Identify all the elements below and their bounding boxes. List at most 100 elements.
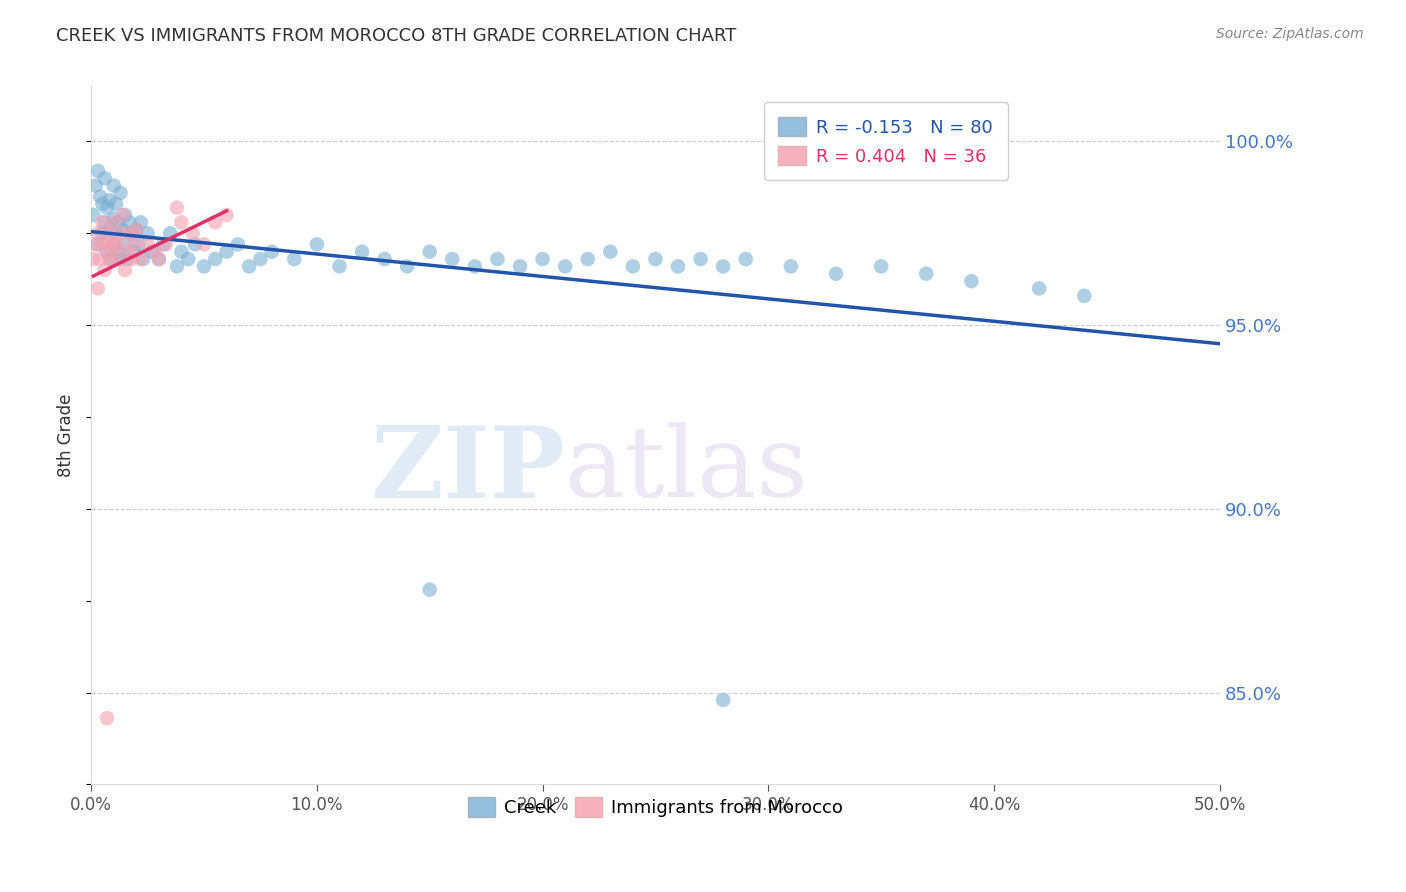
Point <box>870 260 893 274</box>
Text: ZIP: ZIP <box>370 422 565 519</box>
Point <box>141 244 163 259</box>
Point <box>129 252 152 266</box>
Point <box>91 197 114 211</box>
Point <box>117 244 139 259</box>
Point <box>107 215 129 229</box>
Point <box>93 263 115 277</box>
Point <box>87 227 110 241</box>
Point <box>204 252 226 266</box>
Point <box>305 237 328 252</box>
Point <box>136 227 159 241</box>
Point <box>117 252 139 266</box>
Point <box>621 260 644 274</box>
Point <box>91 227 114 241</box>
Point <box>204 215 226 229</box>
Point <box>110 186 132 200</box>
Point <box>350 244 373 259</box>
Text: atlas: atlas <box>565 423 808 518</box>
Point <box>419 244 441 259</box>
Point <box>84 178 107 193</box>
Point <box>166 260 188 274</box>
Point <box>82 208 104 222</box>
Point <box>599 244 621 259</box>
Point <box>114 237 136 252</box>
Point <box>226 237 249 252</box>
Point <box>98 227 121 241</box>
Point <box>89 189 111 203</box>
Point <box>159 227 181 241</box>
Point <box>215 244 238 259</box>
Point <box>960 274 983 288</box>
Point <box>128 237 150 252</box>
Point <box>260 244 283 259</box>
Point <box>1028 281 1050 295</box>
Point <box>100 252 122 266</box>
Point <box>103 237 125 252</box>
Point <box>155 237 177 252</box>
Y-axis label: 8th Grade: 8th Grade <box>58 393 75 477</box>
Point <box>89 252 111 266</box>
Point <box>110 227 132 241</box>
Point <box>100 244 122 259</box>
Point <box>96 244 118 259</box>
Point <box>136 237 159 252</box>
Point <box>143 244 166 259</box>
Point <box>98 194 121 208</box>
Point <box>531 252 554 266</box>
Point <box>129 215 152 229</box>
Text: CREEK VS IMMIGRANTS FROM MOROCCO 8TH GRADE CORRELATION CHART: CREEK VS IMMIGRANTS FROM MOROCCO 8TH GRA… <box>56 27 737 45</box>
Point <box>87 164 110 178</box>
Point <box>915 267 938 281</box>
Point <box>779 260 801 274</box>
Point <box>122 237 145 252</box>
Point <box>193 260 215 274</box>
Point <box>283 252 305 266</box>
Point <box>1073 289 1095 303</box>
Point <box>82 252 104 266</box>
Point <box>111 208 134 222</box>
Point <box>374 252 396 266</box>
Point <box>734 252 756 266</box>
Point <box>148 252 170 266</box>
Point <box>711 693 734 707</box>
Point <box>104 252 127 266</box>
Point <box>644 252 666 266</box>
Point <box>441 252 464 266</box>
Point <box>166 201 188 215</box>
Point <box>249 252 271 266</box>
Point <box>825 267 848 281</box>
Point <box>118 215 141 229</box>
Point <box>689 252 711 266</box>
Point <box>509 260 531 274</box>
Point <box>93 215 115 229</box>
Point <box>96 711 118 725</box>
Point <box>193 237 215 252</box>
Point <box>103 237 125 252</box>
Point <box>103 178 125 193</box>
Point <box>87 237 110 252</box>
Point <box>91 215 114 229</box>
Point <box>118 227 141 241</box>
Point <box>170 215 193 229</box>
Point <box>170 244 193 259</box>
Point <box>91 237 114 252</box>
Point <box>177 252 200 266</box>
Point <box>104 197 127 211</box>
Point <box>111 222 134 236</box>
Point <box>87 281 110 295</box>
Point <box>98 252 121 266</box>
Point <box>576 252 599 266</box>
Point <box>103 215 125 229</box>
Point <box>328 260 350 274</box>
Point <box>114 263 136 277</box>
Point <box>98 222 121 236</box>
Point <box>396 260 419 274</box>
Point <box>96 237 118 252</box>
Point <box>107 237 129 252</box>
Point <box>238 260 260 274</box>
Point <box>121 227 143 241</box>
Point <box>152 237 174 252</box>
Point <box>103 211 125 226</box>
Point <box>122 244 145 259</box>
Point <box>125 222 148 236</box>
